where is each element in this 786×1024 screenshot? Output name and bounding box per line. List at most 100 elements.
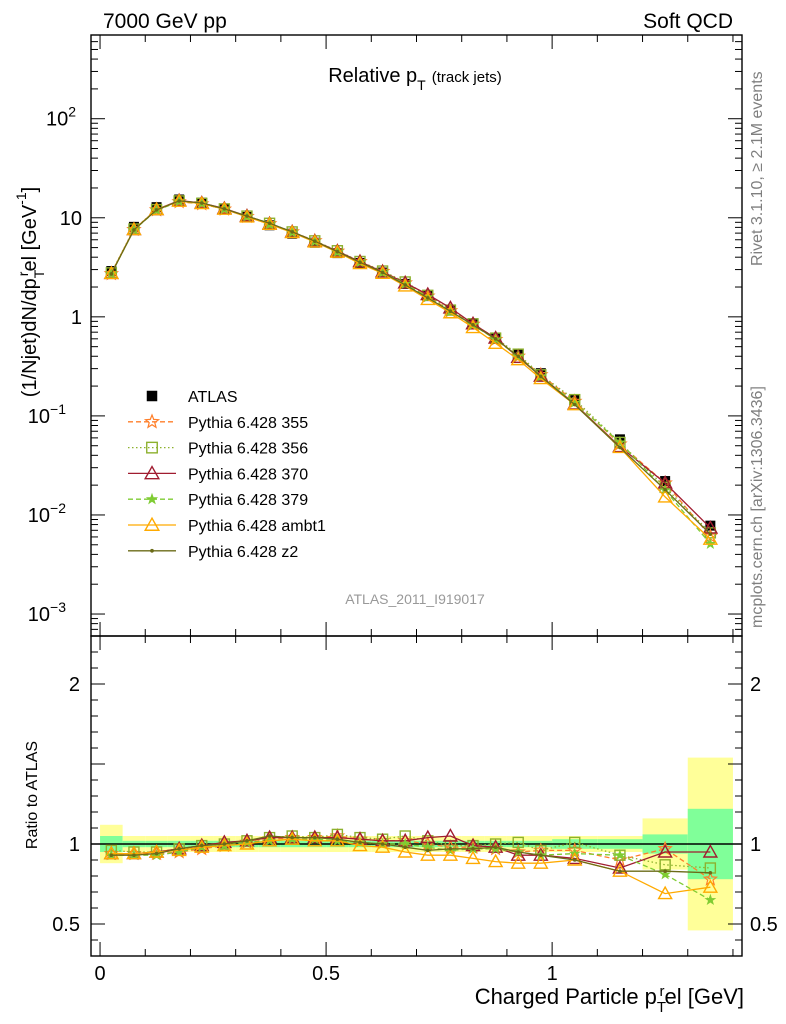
header-right: Soft QCD (643, 10, 733, 33)
ratio-point-ambt1 (420, 847, 436, 861)
data-point-z2 (426, 296, 430, 300)
legend-marker-p356 (146, 441, 158, 454)
ratio-point-ambt1 (126, 845, 142, 860)
ratio-point-p370 (307, 829, 323, 844)
ratio-point-p370 (657, 844, 673, 858)
data-point-ambt1 (442, 304, 459, 319)
ratio-y-tick-label-left: 0.5 (52, 914, 80, 936)
data-point-z2 (708, 532, 713, 536)
y-tick-label: 10−2 (28, 500, 66, 527)
mcplots-credit: mcplots.cern.ch [arXiv:1306.3436] (749, 386, 766, 628)
data-point-ambt1 (397, 278, 413, 292)
legend-marker-p379 (145, 492, 159, 505)
main-axes: 10−3 10−2 10−1 1 10 102 (28, 34, 742, 637)
legend-marker-p370 (143, 465, 161, 480)
ratio-point-ambt1 (148, 844, 165, 858)
x-tick-label: 1 (547, 963, 558, 985)
ratio-point-z2 (663, 869, 667, 873)
ratio-point-z2 (448, 847, 453, 851)
x-axis-label: Charged Particle pTrel [GeV] (475, 983, 744, 1016)
ratio-data-layer (91, 757, 742, 931)
ratio-point-p379 (704, 893, 717, 905)
ratio-point-z2 (539, 853, 543, 857)
ratio-point-z2 (154, 851, 159, 856)
data-point-z2 (154, 208, 159, 212)
legend-marker-p355 (143, 413, 161, 429)
ratio-line-z2 (111, 835, 711, 874)
ratio-point-z2 (199, 843, 204, 848)
ratio-point-z2 (267, 834, 272, 838)
ratio-point-p370 (442, 828, 459, 842)
ratio-point-ambt1 (352, 837, 368, 852)
series-line-z2 (110, 200, 711, 535)
ratio-point-p379 (614, 848, 626, 861)
ratio-y-axis-label: Ratio to ATLAS (24, 741, 41, 849)
data-point-ambt1 (657, 489, 673, 503)
data-point-z2 (493, 337, 498, 341)
data-point-ambt1 (239, 209, 255, 223)
ratio-y-tick-label-right: 1 (750, 834, 761, 856)
ratio-point-z2 (312, 835, 317, 840)
legend-marker-ATLAS (146, 390, 158, 402)
ratio-panel: 0.5 0.5 1 1 2 2 0 0.5 1 Ratio to ATLAS Charged P… (24, 635, 778, 1016)
data-point-z2 (448, 309, 453, 314)
ratio-y-tick-label-right: 2 (750, 674, 761, 696)
ratio-point-z2 (708, 871, 713, 875)
ratio-point-z2 (358, 840, 362, 845)
data-point-ambt1 (702, 531, 719, 545)
ratio-point-z2 (335, 837, 340, 841)
ratio-point-p356 (569, 836, 581, 849)
ratio-point-z2 (132, 853, 136, 857)
header-left: 7000 GeV pp (103, 10, 227, 33)
ratio-point-ambt1 (103, 845, 120, 860)
ratio-point-ambt1 (239, 836, 255, 850)
data-point-ambt1 (352, 255, 368, 270)
data-point-z2 (403, 283, 407, 287)
ratio-point-z2 (493, 845, 498, 849)
main-title: Relative pT (track jets) (328, 65, 502, 93)
data-point-ambt1 (567, 396, 583, 411)
ratio-point-ambt1 (702, 879, 719, 893)
legend-marker-z2 (150, 548, 154, 553)
data-point-z2 (471, 323, 475, 327)
data-point-ambt1 (329, 244, 346, 258)
ratio-point-ambt1 (533, 855, 549, 869)
data-point-ambt1 (307, 234, 323, 248)
data-point-z2 (663, 487, 667, 492)
legend-marker-ambt1 (143, 516, 161, 531)
data-point-z2 (380, 270, 385, 275)
data-point-ambt1 (261, 216, 278, 230)
ratio-point-z2 (426, 848, 430, 853)
legend-label-p379: Pythia 6.428 379 (188, 492, 308, 509)
series-line-p355 (110, 201, 711, 537)
ratio-y-tick-label-left: 1 (69, 834, 80, 856)
ratio-axes: 0.5 0.5 1 1 2 2 0 0.5 1 (52, 635, 778, 985)
data-point-z2 (516, 354, 521, 359)
y-tick-label: 10−3 (28, 599, 66, 626)
data-point-z2 (335, 249, 340, 254)
ratio-point-p379 (659, 868, 672, 880)
ratio-point-ambt1 (442, 847, 459, 861)
ratio-frame (90, 635, 743, 957)
data-point-ambt1 (103, 265, 120, 280)
data-point-z2 (132, 228, 136, 232)
ratio-y-tick-label-right: 0.5 (750, 914, 778, 936)
data-point-ambt1 (420, 291, 436, 306)
data-point-ATLAS (705, 520, 716, 531)
ratio-point-ambt1 (374, 839, 391, 853)
data-point-ambt1 (487, 335, 504, 350)
legend-label-p355: Pythia 6.428 355 (188, 415, 308, 432)
legend-label-z2: Pythia 6.428 z2 (188, 544, 298, 561)
data-point-z2 (222, 207, 227, 211)
legend-label-p356: Pythia 6.428 356 (188, 441, 308, 458)
legend-label-ambt1: Pythia 6.428 ambt1 (188, 518, 326, 535)
data-point-ambt1 (612, 439, 628, 454)
ratio-point-z2 (572, 858, 577, 862)
data-point-z2 (358, 260, 362, 265)
ratio-point-ambt1 (307, 832, 323, 847)
data-point-z2 (290, 230, 294, 234)
ratio-point-p370 (487, 839, 504, 853)
ratio-point-z2 (109, 853, 114, 857)
ratio-point-z2 (222, 842, 227, 846)
